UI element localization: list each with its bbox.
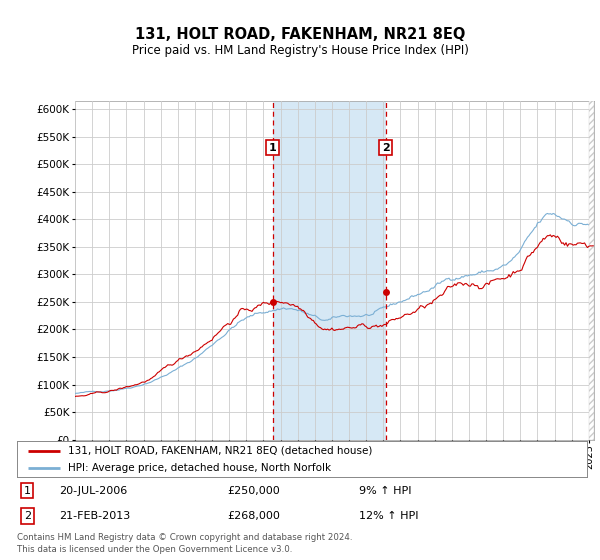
Text: HPI: Average price, detached house, North Norfolk: HPI: Average price, detached house, Nort… (68, 463, 331, 473)
Bar (273, 101, 386, 440)
Text: Contains HM Land Registry data © Crown copyright and database right 2024.: Contains HM Land Registry data © Crown c… (17, 533, 352, 542)
Text: This data is licensed under the Open Government Licence v3.0.: This data is licensed under the Open Gov… (17, 545, 292, 554)
Text: 2: 2 (23, 511, 31, 521)
Text: 1: 1 (23, 486, 31, 496)
Text: 9% ↑ HPI: 9% ↑ HPI (359, 486, 412, 496)
Bar (589, 101, 594, 440)
Text: 21-FEB-2013: 21-FEB-2013 (59, 511, 131, 521)
Text: 1: 1 (269, 143, 277, 153)
Text: £268,000: £268,000 (228, 511, 281, 521)
Text: Price paid vs. HM Land Registry's House Price Index (HPI): Price paid vs. HM Land Registry's House … (131, 44, 469, 57)
Text: 2: 2 (382, 143, 389, 153)
Text: 131, HOLT ROAD, FAKENHAM, NR21 8EQ: 131, HOLT ROAD, FAKENHAM, NR21 8EQ (135, 27, 465, 42)
Text: 131, HOLT ROAD, FAKENHAM, NR21 8EQ (detached house): 131, HOLT ROAD, FAKENHAM, NR21 8EQ (deta… (68, 446, 373, 456)
Text: £250,000: £250,000 (228, 486, 280, 496)
Text: 20-JUL-2006: 20-JUL-2006 (59, 486, 128, 496)
Text: 12% ↑ HPI: 12% ↑ HPI (359, 511, 418, 521)
